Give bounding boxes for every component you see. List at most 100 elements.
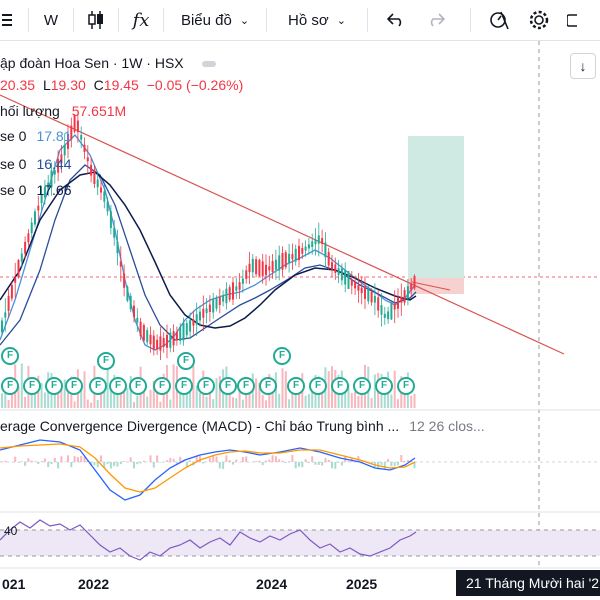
earnings-flag[interactable]: F xyxy=(65,377,83,395)
menu-icon[interactable] xyxy=(0,0,28,40)
macd-histogram-bar xyxy=(17,462,20,463)
volume-bar xyxy=(109,384,112,408)
ma-name: se 0 xyxy=(0,128,27,144)
earnings-flag[interactable]: F xyxy=(177,352,195,370)
macd-histogram-bar xyxy=(215,456,218,462)
macd-histogram-bar xyxy=(208,458,211,462)
volume-bar xyxy=(271,381,274,408)
earnings-flag[interactable]: F xyxy=(153,377,171,395)
earnings-flag[interactable]: F xyxy=(1,347,19,365)
earnings-flag[interactable]: F xyxy=(397,377,415,395)
candle-body xyxy=(373,295,376,303)
interval-button[interactable]: W xyxy=(43,11,59,29)
profile-label: Hồ sơ xyxy=(288,11,329,29)
macd-histogram-bar xyxy=(314,462,317,465)
ma-label-1[interactable]: se 0 17.81 xyxy=(0,128,72,144)
volume-bar xyxy=(255,378,258,408)
rsi-level-label: 40 xyxy=(4,524,18,538)
target-zone xyxy=(408,136,464,278)
macd-histogram-bar xyxy=(139,462,142,464)
volume-bar xyxy=(80,383,83,408)
volume-row[interactable]: hối lượng 57.651M xyxy=(0,100,126,122)
volume-bar xyxy=(17,386,20,408)
candle-body xyxy=(182,322,185,341)
macd-histogram-bar xyxy=(235,459,238,462)
ma-label-2[interactable]: se 0 16.44 xyxy=(0,156,72,172)
candle-body xyxy=(40,194,43,204)
macd-histogram-bar xyxy=(129,457,132,462)
earnings-flag[interactable]: F xyxy=(129,377,147,395)
legend-toggle[interactable] xyxy=(201,61,216,68)
volume-bar xyxy=(350,392,353,408)
candle-body xyxy=(192,319,195,326)
macd-histogram-bar xyxy=(1,461,3,462)
earnings-flag[interactable]: F xyxy=(237,377,255,395)
earnings-flag[interactable]: F xyxy=(375,377,393,395)
macd-histogram-bar xyxy=(175,462,178,464)
volume-bar xyxy=(403,390,406,408)
macd-histogram-bar xyxy=(185,462,188,467)
candle-body xyxy=(100,187,102,193)
candle-body xyxy=(222,295,225,302)
volume-bar xyxy=(133,402,135,408)
earnings-flag[interactable]: F xyxy=(353,377,371,395)
candle-body xyxy=(261,261,264,277)
low-value: 19.30 xyxy=(50,77,86,93)
candle-body xyxy=(136,317,139,323)
volume-bar xyxy=(60,385,63,408)
earnings-flag[interactable]: F xyxy=(197,377,215,395)
redo-icon[interactable] xyxy=(416,0,456,40)
earnings-flag[interactable]: F xyxy=(331,377,349,395)
high-value: 20.35 xyxy=(0,77,36,93)
earnings-flag[interactable]: F xyxy=(45,377,63,395)
candle-body xyxy=(393,303,396,310)
fx-icon[interactable]: fx xyxy=(132,9,150,31)
candle-body xyxy=(156,339,159,350)
symbol-row[interactable]: ập đoàn Hoa Sen · 1W · HSX xyxy=(0,52,216,74)
ma-label-3[interactable]: se 0 17.66 xyxy=(0,182,72,198)
volume-bar xyxy=(232,397,234,408)
earnings-flag[interactable]: F xyxy=(219,377,237,395)
candle-body xyxy=(370,291,373,303)
earnings-flag[interactable]: F xyxy=(259,377,277,395)
candle-body xyxy=(185,323,188,336)
candles-icon[interactable] xyxy=(82,0,110,40)
earnings-flag[interactable]: F xyxy=(89,377,107,395)
macd-legend[interactable]: erage Convergence Divergence (MACD) - Ch… xyxy=(0,418,485,434)
earnings-flag[interactable]: F xyxy=(23,377,41,395)
settings-icon[interactable] xyxy=(519,0,559,40)
volume-value: 57.651M xyxy=(71,103,127,119)
earnings-flag[interactable]: F xyxy=(273,347,291,365)
earnings-flag[interactable]: F xyxy=(287,377,305,395)
volume-bar xyxy=(90,402,93,408)
profile-dropdown[interactable]: Hồ sơ ⌄ xyxy=(275,0,359,40)
camera-icon[interactable] xyxy=(559,0,577,40)
macd-histogram-bar xyxy=(195,456,198,462)
earnings-flag[interactable]: F xyxy=(175,377,193,395)
macd-histogram-bar xyxy=(179,456,182,462)
candle-body xyxy=(314,239,317,245)
earnings-flag[interactable]: F xyxy=(109,377,127,395)
candle-body xyxy=(27,233,30,243)
candle-body xyxy=(30,222,33,234)
earnings-flag[interactable]: F xyxy=(97,352,115,370)
volume-bar xyxy=(83,371,86,408)
undo-icon[interactable] xyxy=(376,0,416,40)
macd-histogram-bar xyxy=(403,461,406,462)
macd-line xyxy=(0,439,416,501)
candle-body xyxy=(90,164,93,176)
volume-bar xyxy=(7,399,10,408)
earnings-flag[interactable]: F xyxy=(309,377,327,395)
candle-body xyxy=(162,338,165,347)
candle-body xyxy=(274,259,277,270)
candle-body xyxy=(70,125,73,140)
scroll-down-icon[interactable]: ↓ xyxy=(570,53,596,79)
alert-icon[interactable] xyxy=(479,0,519,40)
macd-histogram-bar xyxy=(14,456,17,462)
macd-histogram-bar xyxy=(324,458,327,462)
candle-body xyxy=(172,331,175,346)
chart-type-dropdown[interactable]: Biểu đồ ⌄ xyxy=(172,0,258,40)
macd-histogram-bar xyxy=(20,461,23,462)
candle-body xyxy=(265,264,267,276)
earnings-flag[interactable]: F xyxy=(1,377,19,395)
